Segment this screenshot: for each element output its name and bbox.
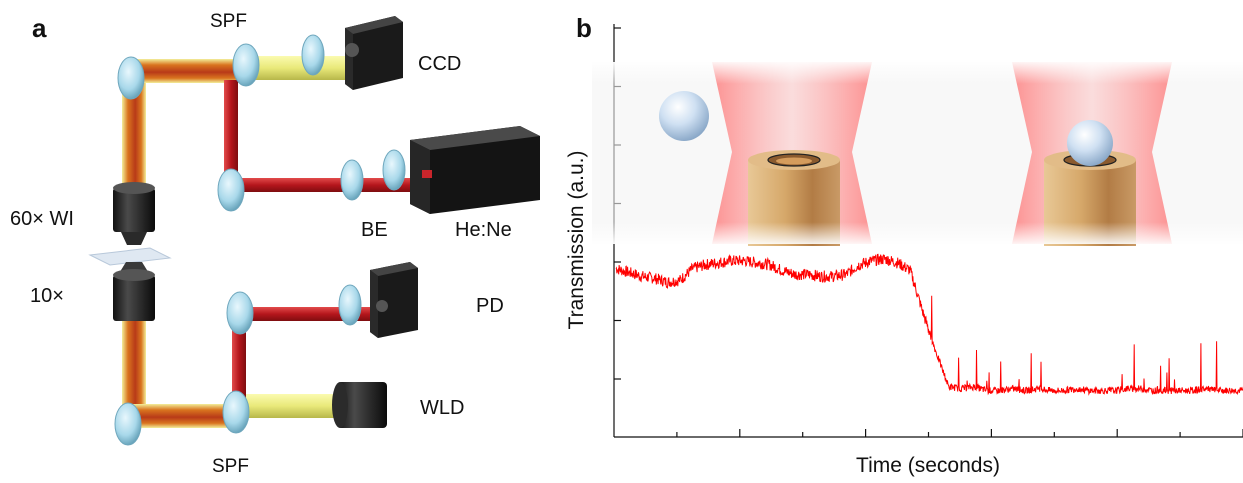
lens-be-2	[382, 149, 406, 191]
red-beam-laser	[235, 178, 435, 192]
label-spf-top: SPF	[210, 11, 247, 32]
label-pd: PD	[476, 295, 504, 317]
panel-letter-b: b	[576, 13, 592, 43]
orange-beam-top	[132, 59, 242, 83]
label-ccd: CCD	[418, 53, 461, 75]
objective-10x	[113, 262, 155, 321]
mirror-spf-bottom	[222, 390, 250, 434]
lens-pd	[338, 284, 362, 326]
yellow-beam-wld	[245, 394, 345, 418]
label-be: BE	[361, 219, 388, 241]
x-ticks	[676, 429, 1243, 437]
label-wld: WLD	[420, 397, 464, 419]
orange-beam-bottom	[130, 404, 240, 428]
panel-b: b	[565, 13, 1243, 477]
hene-laser	[410, 126, 540, 214]
mirror-pd-turn	[226, 291, 254, 335]
objective-60x	[113, 182, 155, 245]
mirror-bottom-left	[114, 402, 142, 446]
yellow-beam-ccd	[245, 56, 345, 80]
photodetector	[370, 262, 418, 338]
red-beam-vertical-bottom	[232, 320, 246, 410]
lens-ccd	[301, 34, 325, 76]
mirror-spf-top	[232, 43, 260, 87]
y-axis-label: Transmission (a.u.)	[565, 151, 588, 330]
inset-illustration	[592, 62, 1243, 246]
sample-slide	[88, 247, 172, 266]
x-axis-label: Time (seconds)	[856, 454, 1000, 477]
panel-a: a	[10, 11, 540, 477]
red-beam-vertical-top	[224, 80, 238, 185]
ccd-camera	[345, 16, 403, 90]
label-60x-wi: 60× WI	[10, 208, 74, 230]
white-light-source	[332, 382, 387, 428]
transmission-trace	[615, 253, 1243, 396]
label-10x: 10×	[30, 285, 64, 307]
label-spf-bottom: SPF	[212, 456, 249, 477]
mirror-top-left	[117, 56, 145, 100]
panel-letter-a: a	[32, 13, 47, 43]
label-hene: He:Ne	[455, 219, 512, 241]
mirror-laser-turn	[217, 168, 245, 212]
lens-be-1	[340, 159, 364, 201]
